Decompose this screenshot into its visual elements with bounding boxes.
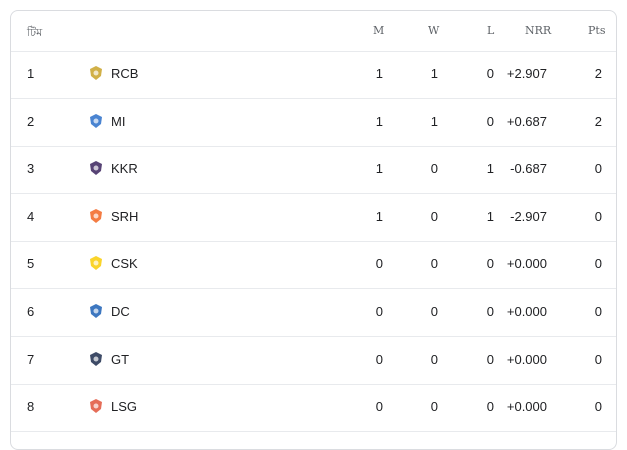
- rcb-logo-icon: [88, 65, 104, 81]
- losses-value: 1: [486, 208, 494, 224]
- table-row[interactable]: 6 DC 0 0 0 +0.000 0: [11, 289, 616, 337]
- team-position: 8: [27, 399, 35, 415]
- team-position: 1: [27, 66, 35, 81]
- nrr-value: +0.000: [506, 399, 547, 415]
- matches-value: 0: [375, 256, 383, 272]
- team-name[interactable]: GT: [111, 351, 130, 367]
- team-name[interactable]: SRH: [111, 208, 139, 224]
- wins-value: 0: [430, 256, 438, 272]
- header-matches: M: [373, 24, 385, 37]
- srh-logo-icon: [88, 208, 104, 224]
- nrr-value: +0.000: [506, 304, 547, 319]
- team-position: 5: [27, 256, 35, 272]
- losses-value: 0: [486, 351, 494, 367]
- wins-value: 0: [430, 208, 438, 224]
- team-name[interactable]: CSK: [111, 256, 138, 272]
- table-row[interactable]: 3 KKR 1 0 1 -0.687 0: [11, 146, 616, 195]
- nrr-value: -0.687: [510, 161, 547, 177]
- table-header: টিম M W L NRR Pts: [11, 11, 616, 52]
- table-row[interactable]: 5 CSK 0 0 0 +0.000 0: [11, 241, 616, 290]
- losses-value: 0: [486, 113, 494, 129]
- losses-value: 0: [486, 399, 494, 415]
- wins-value: 0: [430, 304, 438, 319]
- points-value: 2: [594, 66, 602, 81]
- points-value: 0: [594, 399, 602, 415]
- losses-value: 1: [486, 161, 494, 177]
- nrr-value: +0.687: [506, 113, 547, 129]
- table-row[interactable]: 7 GT 0 0 0 +0.000 0: [11, 337, 616, 385]
- csk-logo-icon: [88, 255, 104, 271]
- matches-value: 1: [375, 113, 383, 129]
- points-value: 0: [594, 161, 602, 177]
- points-value: 0: [594, 208, 602, 224]
- nrr-value: +2.907: [506, 66, 547, 81]
- wins-value: 0: [430, 399, 438, 415]
- matches-value: 0: [375, 304, 383, 319]
- losses-value: 0: [486, 304, 494, 319]
- losses-value: 0: [486, 256, 494, 272]
- team-name[interactable]: RCB: [111, 66, 139, 81]
- header-team: টিম: [27, 26, 43, 39]
- table-row[interactable]: 8 LSG 0 0 0 +0.000 0: [11, 384, 616, 433]
- header-points: Pts: [588, 24, 606, 37]
- team-position: 6: [27, 304, 35, 319]
- matches-value: 0: [375, 351, 383, 367]
- points-value: 0: [594, 304, 602, 319]
- losses-value: 0: [486, 66, 494, 81]
- points-value: 2: [594, 113, 602, 129]
- table-row[interactable]: 2 MI 1 1 0 +0.687 2: [11, 99, 616, 147]
- wins-value: 1: [430, 113, 438, 129]
- team-name[interactable]: DC: [111, 304, 130, 319]
- matches-value: 0: [375, 399, 383, 415]
- matches-value: 1: [375, 208, 383, 224]
- matches-value: 1: [375, 161, 383, 177]
- team-position: 4: [27, 208, 35, 224]
- header-nrr: NRR: [525, 24, 552, 37]
- dc-logo-icon: [88, 303, 104, 319]
- team-name[interactable]: MI: [111, 113, 126, 129]
- team-name[interactable]: KKR: [111, 161, 138, 177]
- points-table: টিম M W L NRR Pts 1 RCB 1 1 0 +2.907 2 2 MI 1 1 0 +0…: [10, 10, 617, 450]
- points-value: 0: [594, 256, 602, 272]
- team-name[interactable]: LSG: [111, 399, 138, 415]
- team-position: 7: [27, 351, 35, 367]
- mi-logo-icon: [88, 113, 104, 129]
- header-losses: L: [487, 24, 495, 37]
- wins-value: 0: [430, 351, 438, 367]
- nrr-value: -2.907: [510, 208, 547, 224]
- points-value: 0: [594, 351, 602, 367]
- nrr-value: +0.000: [506, 351, 547, 367]
- wins-value: 0: [430, 161, 438, 177]
- lsg-logo-icon: [88, 398, 104, 414]
- matches-value: 1: [375, 66, 383, 81]
- team-position: 3: [27, 161, 35, 177]
- table-row[interactable]: 1 RCB 1 1 0 +2.907 2: [11, 51, 616, 99]
- wins-value: 1: [430, 66, 438, 81]
- team-position: 2: [27, 113, 35, 129]
- table-row[interactable]: 4 SRH 1 0 1 -2.907 0: [11, 194, 616, 242]
- nrr-value: +0.000: [506, 256, 547, 272]
- header-wins: W: [428, 24, 440, 37]
- gt-logo-icon: [88, 351, 104, 367]
- kkr-logo-icon: [88, 160, 104, 176]
